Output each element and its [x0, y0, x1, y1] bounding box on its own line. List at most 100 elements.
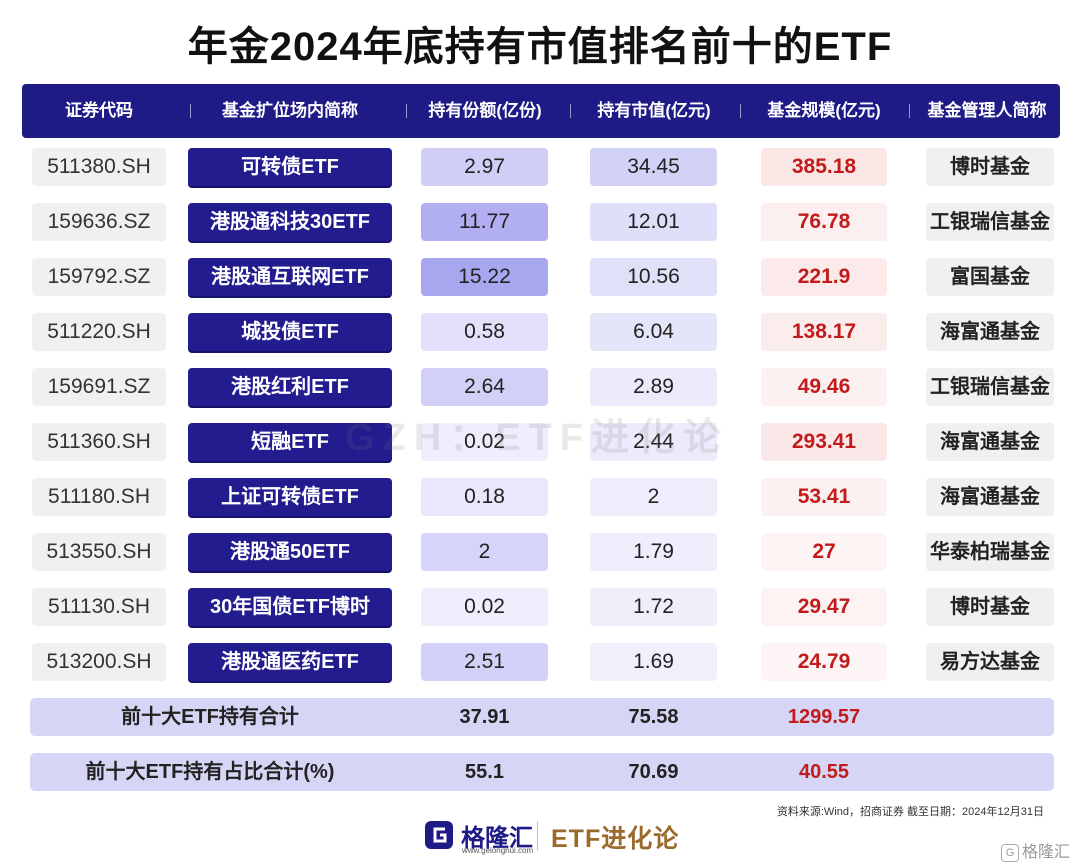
- fund-name-cell: 可转债ETF: [188, 148, 392, 186]
- scale-cell: 27: [761, 533, 887, 571]
- manager-cell: 海富通基金: [926, 478, 1054, 516]
- header-scale: 基金规模(亿元): [767, 101, 881, 120]
- scale-cell: 293.41: [761, 423, 887, 461]
- header-code: 证券代码: [65, 101, 133, 120]
- fund-name-cell: 港股通互联网ETF: [188, 258, 392, 296]
- header-separator: [406, 104, 407, 118]
- table-row: 513200.SH 港股通医药ETF 2.51 1.69 24.79 易方达基金: [0, 643, 1080, 683]
- scale-cell: 385.18: [761, 148, 887, 186]
- value-cell: 1.72: [590, 588, 717, 626]
- total-ratio-value: 70.69: [628, 761, 679, 783]
- shares-cell: 11.77: [421, 203, 548, 241]
- table-row: 511130.SH 30年国债ETF博时 0.02 1.72 29.47 博时基…: [0, 588, 1080, 628]
- corner-watermark: G 格隆汇: [1000, 838, 1070, 862]
- code-cell: 511130.SH: [32, 588, 166, 626]
- code-cell: 159792.SZ: [32, 258, 166, 296]
- value-cell: 12.01: [590, 203, 717, 241]
- fund-name-cell: 上证可转债ETF: [188, 478, 392, 516]
- code-cell: 511220.SH: [32, 313, 166, 351]
- table-row: 511380.SH 可转债ETF 2.97 34.45 385.18 博时基金: [0, 148, 1080, 188]
- code-cell: 513200.SH: [32, 643, 166, 681]
- scale-cell: 53.41: [761, 478, 887, 516]
- shares-cell: 0.02: [421, 588, 548, 626]
- table-row: 159636.SZ 港股通科技30ETF 11.77 12.01 76.78 工…: [0, 203, 1080, 243]
- total-value: 75.58: [628, 706, 679, 728]
- scale-cell: 138.17: [761, 313, 887, 351]
- fund-name-cell: 港股通科技30ETF: [188, 203, 392, 241]
- manager-cell: 易方达基金: [926, 643, 1054, 681]
- value-cell: 2.89: [590, 368, 717, 406]
- fund-name-cell: 港股红利ETF: [188, 368, 392, 406]
- fund-name-cell: 短融ETF: [188, 423, 392, 461]
- shares-cell: 15.22: [421, 258, 548, 296]
- shares-cell: 2.64: [421, 368, 548, 406]
- table-row: 511220.SH 城投债ETF 0.58 6.04 138.17 海富通基金: [0, 313, 1080, 353]
- table-row: 513550.SH 港股通50ETF 2 1.79 27 华泰柏瑞基金: [0, 533, 1080, 573]
- table-header: 证券代码 基金扩位场内简称 持有份额(亿份) 持有市值(亿元) 基金规模(亿元)…: [22, 84, 1060, 138]
- total-shares: 37.91: [459, 706, 510, 728]
- header-separator: [190, 104, 191, 118]
- value-cell: 1.79: [590, 533, 717, 571]
- total-row: 前十大ETF持有合计 37.91 75.58 1299.57: [30, 698, 1054, 736]
- manager-cell: 工银瑞信基金: [926, 368, 1054, 406]
- channel-name: ETF进化论: [551, 825, 680, 853]
- brand-name: 格隆汇: [461, 825, 533, 852]
- total-ratio-row: 前十大ETF持有占比合计(%) 55.1 70.69 40.55: [30, 753, 1054, 791]
- fund-name-cell: 30年国债ETF博时: [188, 588, 392, 626]
- total-ratio-label: 前十大ETF持有占比合计(%): [85, 761, 335, 783]
- shares-cell: 0.58: [421, 313, 548, 351]
- page-title: 年金2024年底持有市值排名前十的ETF: [187, 25, 893, 69]
- header-separator: [740, 104, 741, 118]
- value-cell: 1.69: [590, 643, 717, 681]
- table-row: 159691.SZ 港股红利ETF 2.64 2.89 49.46 工银瑞信基金: [0, 368, 1080, 408]
- manager-cell: 华泰柏瑞基金: [926, 533, 1054, 571]
- footer-divider: [537, 822, 538, 850]
- manager-cell: 工银瑞信基金: [926, 203, 1054, 241]
- table-row: 159792.SZ 港股通互联网ETF 15.22 10.56 221.9 富国…: [0, 258, 1080, 298]
- scale-cell: 221.9: [761, 258, 887, 296]
- scale-cell: 49.46: [761, 368, 887, 406]
- total-ratio-shares: 55.1: [465, 761, 504, 783]
- code-cell: 513550.SH: [32, 533, 166, 571]
- code-cell: 511180.SH: [32, 478, 166, 516]
- table-row: 511360.SH 短融ETF 0.02 2.44 293.41 海富通基金: [0, 423, 1080, 463]
- scale-cell: 29.47: [761, 588, 887, 626]
- code-cell: 511360.SH: [32, 423, 166, 461]
- watermark: GZH：ETF进化论: [345, 417, 729, 459]
- total-ratio-scale: 40.55: [798, 761, 850, 783]
- shares-cell: 0.18: [421, 478, 548, 516]
- table-row: 511180.SH 上证可转债ETF 0.18 2 53.41 海富通基金: [0, 478, 1080, 518]
- header-separator: [570, 104, 571, 118]
- header-manager: 基金管理人简称: [927, 101, 1047, 120]
- brand-url: www.gelonghui.com: [462, 846, 534, 855]
- scale-cell: 24.79: [761, 643, 887, 681]
- value-cell: 10.56: [590, 258, 717, 296]
- total-scale: 1299.57: [787, 706, 861, 728]
- manager-cell: 海富通基金: [926, 313, 1054, 351]
- shares-cell: 2.97: [421, 148, 548, 186]
- gelonghui-logo-icon: [425, 821, 453, 849]
- shares-cell: 0.02: [421, 423, 548, 461]
- header-value: 持有市值(亿元): [597, 101, 711, 120]
- value-cell: 2: [590, 478, 717, 516]
- header-name: 基金扩位场内简称: [222, 101, 358, 120]
- source-note: 资料来源:Wind，招商证券 截至日期：2024年12月31日: [776, 806, 1044, 818]
- manager-cell: 海富通基金: [926, 423, 1054, 461]
- manager-cell: 博时基金: [926, 588, 1054, 626]
- total-label: 前十大ETF持有合计: [121, 706, 299, 728]
- value-cell: 2.44: [590, 423, 717, 461]
- corner-logo-icon: G: [1000, 843, 1019, 862]
- header-shares: 持有份额(亿份): [428, 101, 542, 120]
- code-cell: 511380.SH: [32, 148, 166, 186]
- scale-cell: 76.78: [761, 203, 887, 241]
- fund-name-cell: 港股通50ETF: [188, 533, 392, 571]
- code-cell: 159636.SZ: [32, 203, 166, 241]
- value-cell: 34.45: [590, 148, 717, 186]
- fund-name-cell: 港股通医药ETF: [188, 643, 392, 681]
- code-cell: 159691.SZ: [32, 368, 166, 406]
- footer: 格隆汇 www.gelonghui.com ETF进化论 G 格隆汇: [0, 818, 1080, 862]
- manager-cell: 博时基金: [926, 148, 1054, 186]
- shares-cell: 2: [421, 533, 548, 571]
- fund-name-cell: 城投债ETF: [188, 313, 392, 351]
- manager-cell: 富国基金: [926, 258, 1054, 296]
